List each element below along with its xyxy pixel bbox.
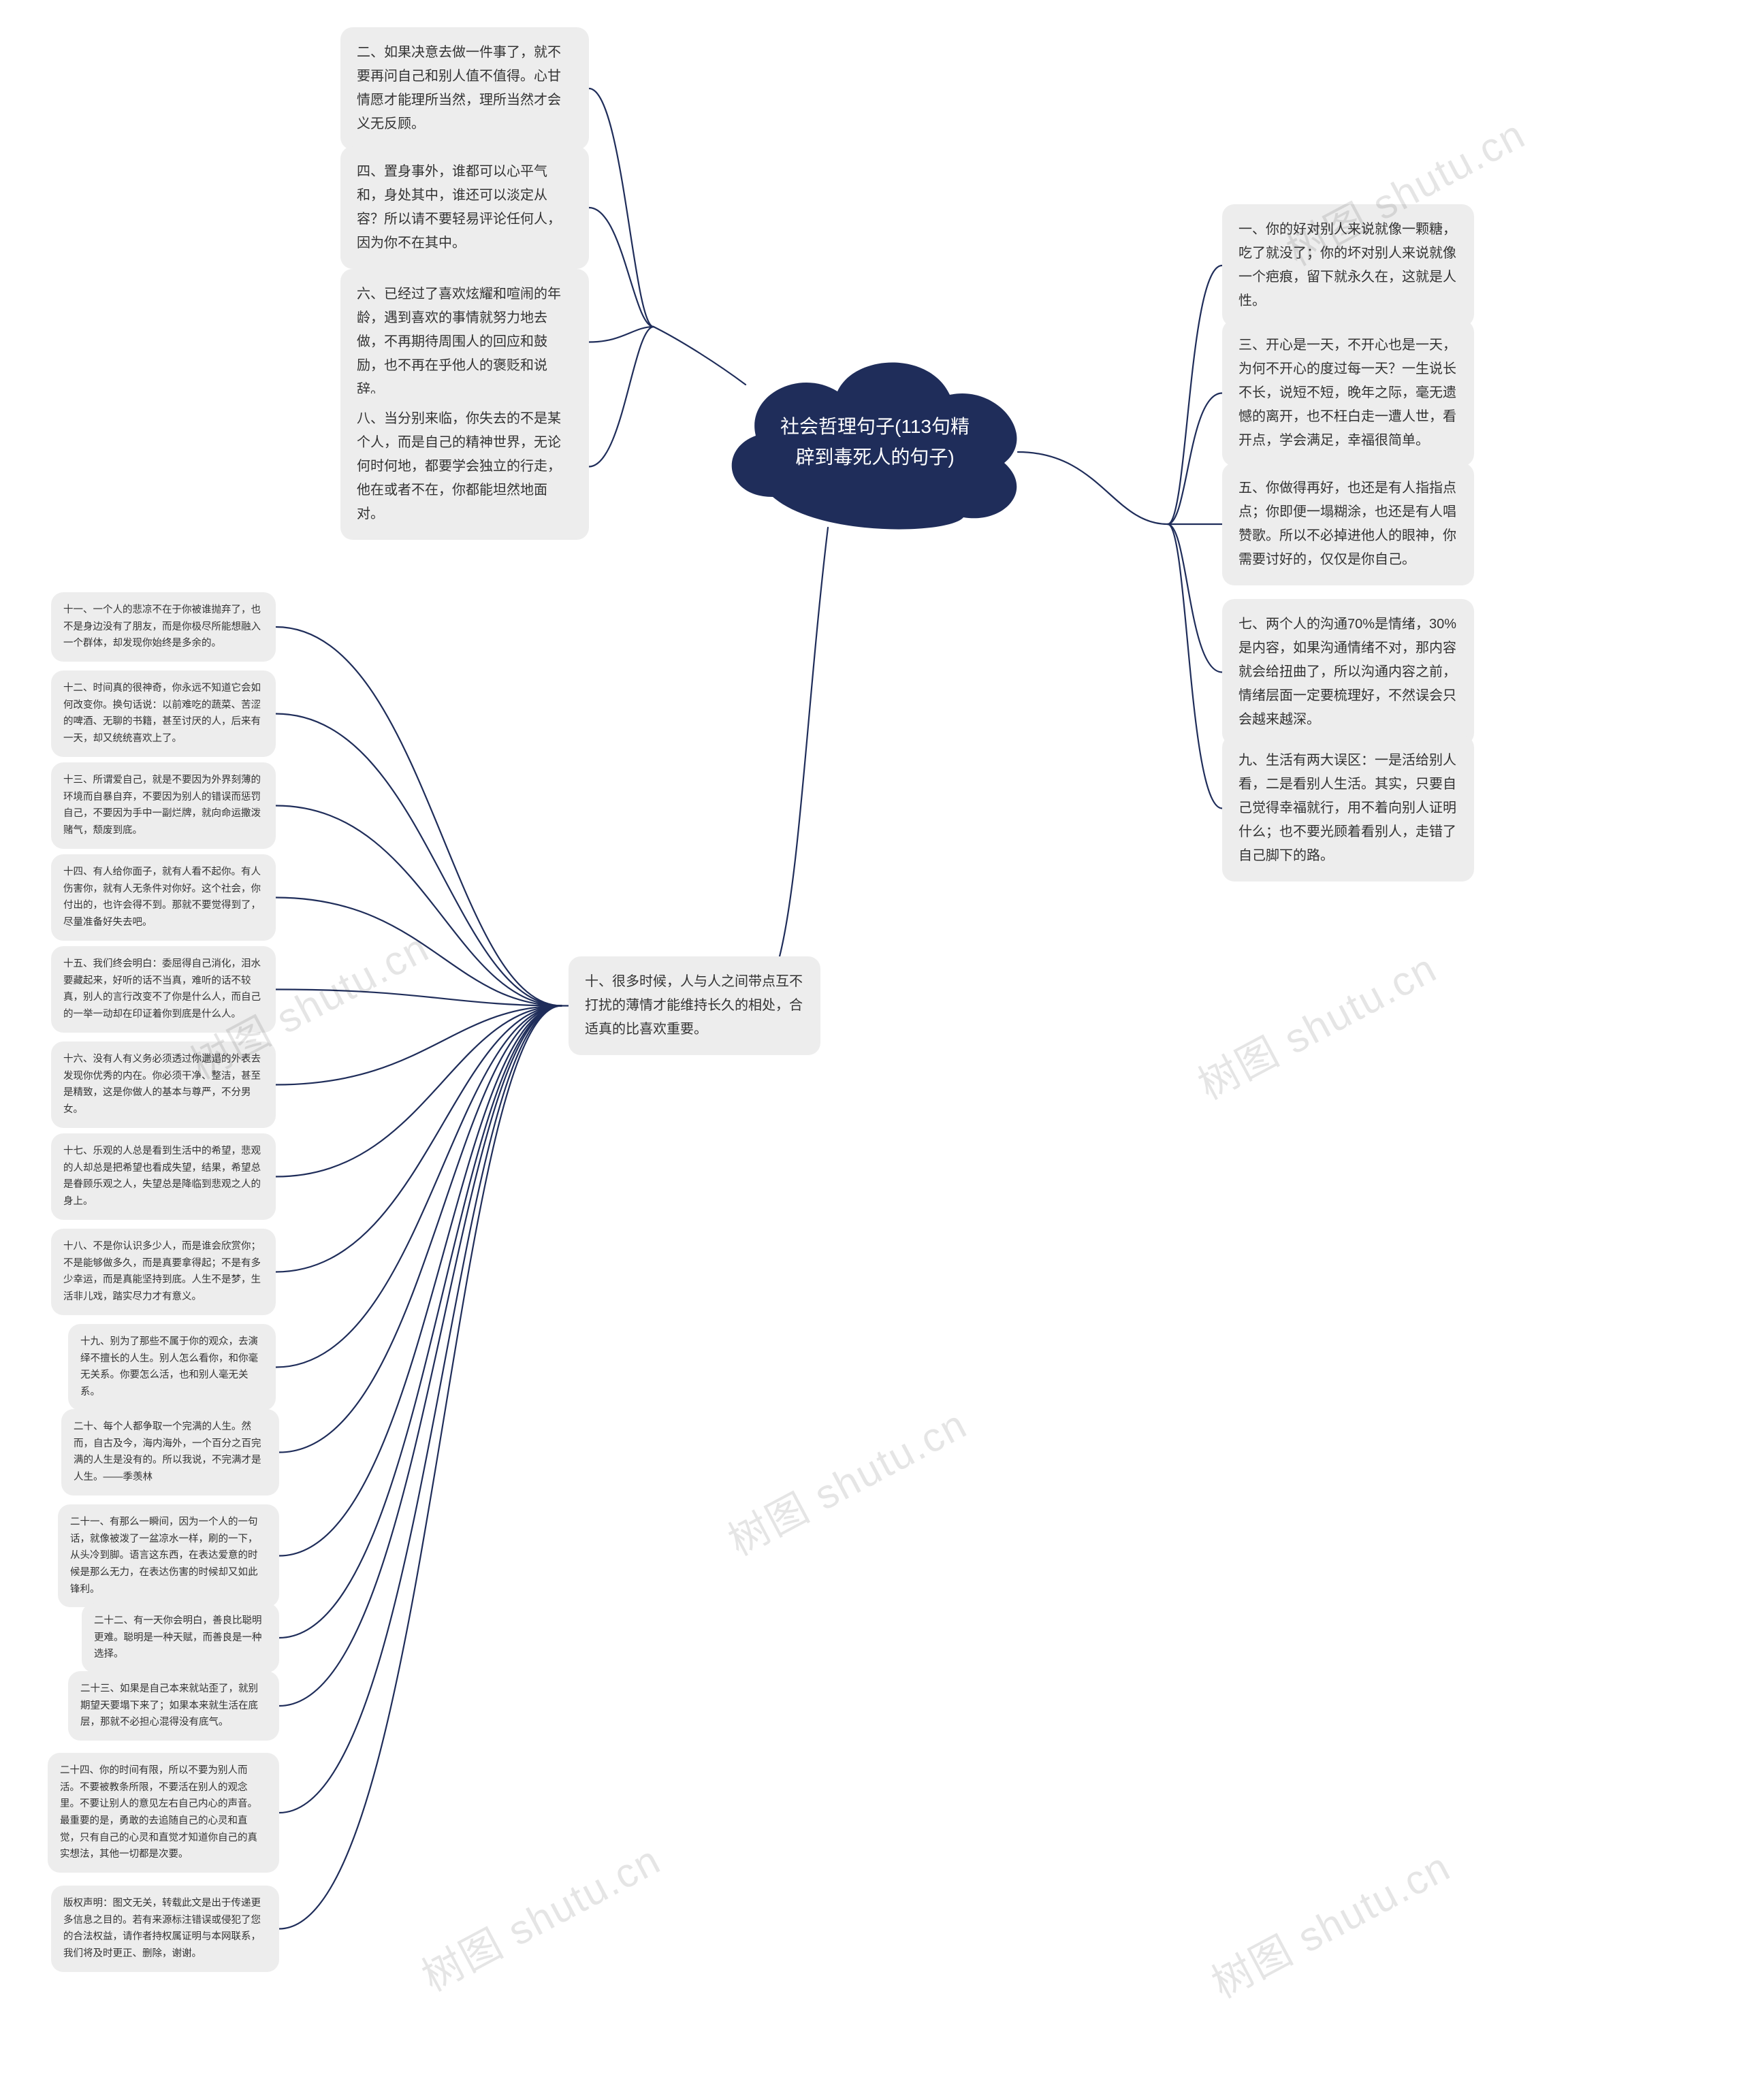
mindmap-node: 十二、时间真的很神奇，你永远不知道它会如何改变你。换句话说：以前难吃的蔬菜、苦涩… [51, 671, 276, 757]
mindmap-node: 七、两个人的沟通70%是情绪，30%是内容，如果沟通情绪不对，那内容就会给扭曲了… [1222, 599, 1474, 745]
mindmap-node: 十七、乐观的人总是看到生活中的希望，悲观的人却总是把希望也看成失望，结果，希望总… [51, 1133, 276, 1220]
center-title: 社会哲理句子(113句精辟到毒死人的句子) [773, 412, 977, 473]
mindmap-node: 三、开心是一天，不开心也是一天，为何不开心的度过每一天？一生说长不长，说短不短，… [1222, 320, 1474, 466]
mindmap-node: 十八、不是你认识多少人，而是谁会欣赏你；不是能够做多久，而是真要拿得起；不是有多… [51, 1229, 276, 1315]
mindmap-node: 二十、每个人都争取一个完满的人生。然而，自古及今，海内海外，一个百分之百完满的人… [61, 1409, 279, 1496]
mindmap-node: 十九、别为了那些不属于你的观众，去演绎不擅长的人生。别人怎么看你，和你毫无关系。… [68, 1324, 276, 1410]
mindmap-node: 二、如果决意去做一件事了，就不要再问自己和别人值不值得。心甘情愿才能理所当然，理… [340, 27, 589, 150]
center-node: 社会哲理句子(113句精辟到毒死人的句子) [718, 347, 1032, 538]
mindmap-node: 五、你做得再好，也还是有人指指点点；你即便一塌糊涂，也还是有人唱赞歌。所以不必掉… [1222, 463, 1474, 585]
mindmap-node: 十一、一个人的悲凉不在于你被谁抛弃了，也不是身边没有了朋友，而是你极尽所能想融入… [51, 592, 276, 662]
mindmap-node: 版权声明：图文无关，转载此文是出于传递更多信息之目的。若有来源标注错误或侵犯了您… [51, 1886, 279, 1972]
mindmap-node: 二十一、有那么一瞬间，因为一个人的一句话，就像被泼了一盆凉水一样，刷的一下，从头… [58, 1504, 279, 1607]
mindmap-canvas: 社会哲理句子(113句精辟到毒死人的句子) 一、你的好对别人来说就像一颗糖，吃了就… [0, 0, 1743, 2100]
mindmap-node: 十、很多时候，人与人之间带点互不打扰的薄情才能维持长久的相处，合适真的比喜欢重要… [569, 956, 820, 1055]
mindmap-node: 十三、所谓爱自己，就是不要因为外界刻薄的环境而自暴自弃，不要因为别人的错误而惩罚… [51, 762, 276, 849]
mindmap-node: 四、置身事外，谁都可以心平气和，身处其中，谁还可以淡定从容？所以请不要轻易评论任… [340, 146, 589, 269]
mindmap-node: 二十二、有一天你会明白，善良比聪明更难。聪明是一种天赋，而善良是一种选择。 [82, 1603, 279, 1673]
mindmap-node: 八、当分别来临，你失去的不是某个人，而是自己的精神世界，无论何时何地，都要学会独… [340, 393, 589, 540]
mindmap-node: 十五、我们终会明白：委屈得自己消化，泪水要藏起来，好听的话不当真，难听的话不较真… [51, 946, 276, 1033]
mindmap-node: 二十三、如果是自己本来就站歪了，就别期望天要塌下来了；如果本来就生活在底层，那就… [68, 1671, 279, 1741]
mindmap-node: 九、生活有两大误区：一是活给别人看，二是看别人生活。其实，只要自己觉得幸福就行，… [1222, 735, 1474, 882]
mindmap-node: 十六、没有人有义务必须透过你邋遢的外表去发现你优秀的内在。你必须干净、整洁，甚至… [51, 1041, 276, 1128]
mindmap-node: 十四、有人给你面子，就有人看不起你。有人伤害你，就有人无条件对你好。这个社会，你… [51, 854, 276, 941]
mindmap-node: 一、你的好对别人来说就像一颗糖，吃了就没了；你的坏对别人来说就像一个疤痕，留下就… [1222, 204, 1474, 327]
mindmap-node: 二十四、你的时间有限，所以不要为别人而活。不要被教条所限，不要活在别人的观念里。… [48, 1753, 279, 1873]
